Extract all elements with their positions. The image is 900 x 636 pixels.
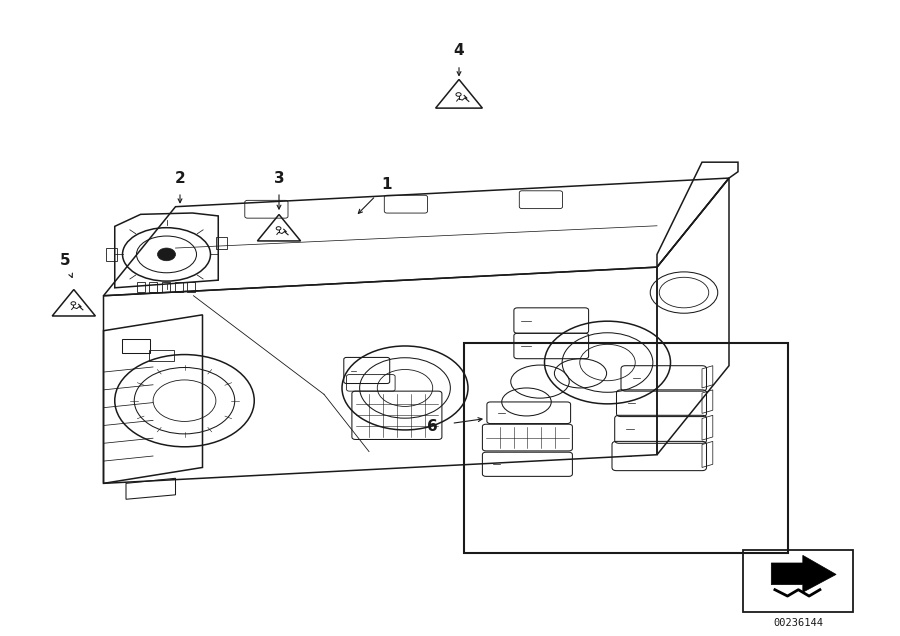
- Bar: [148, 350, 174, 361]
- Polygon shape: [771, 555, 836, 592]
- Bar: [187, 282, 195, 292]
- Circle shape: [158, 248, 176, 261]
- Text: 1: 1: [382, 177, 392, 192]
- Bar: [106, 248, 117, 261]
- Bar: [122, 339, 150, 353]
- Bar: [464, 343, 788, 553]
- Bar: [137, 282, 145, 292]
- Text: 3: 3: [274, 170, 284, 186]
- Bar: [175, 282, 183, 292]
- Bar: [149, 282, 158, 292]
- Text: 4: 4: [454, 43, 464, 59]
- Text: 2: 2: [175, 170, 185, 186]
- Text: 5: 5: [59, 253, 70, 268]
- Text: 00236144: 00236144: [773, 618, 824, 628]
- Bar: [162, 282, 170, 292]
- Bar: [216, 237, 227, 249]
- Bar: [743, 550, 853, 612]
- Text: 6: 6: [427, 418, 437, 434]
